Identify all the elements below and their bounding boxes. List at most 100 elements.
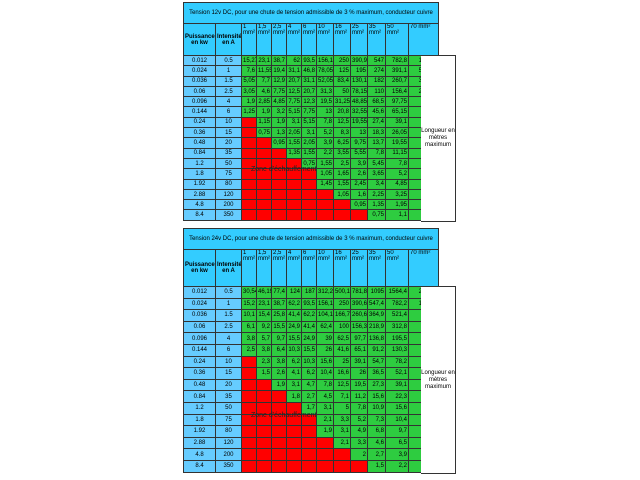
length-cell: 156,3 xyxy=(350,320,368,334)
length-cell: 1,9 xyxy=(241,96,257,108)
current-cell: 6 xyxy=(215,106,242,118)
current-cell: 0.5 xyxy=(215,54,242,67)
length-cell: 7,75 xyxy=(286,96,302,108)
length-cell: 10,4 xyxy=(316,367,334,380)
current-cell: 15 xyxy=(215,127,242,139)
heating-cell xyxy=(301,178,317,190)
length-cell: 2 xyxy=(350,448,368,461)
heating-cell xyxy=(350,209,368,221)
heating-cell xyxy=(271,188,287,201)
heating-cell xyxy=(301,425,317,438)
table-title: Tension 12v DC, pour une chute de tensio… xyxy=(183,2,439,24)
length-cell: 521,4 xyxy=(385,309,409,322)
heating-cell xyxy=(286,425,302,438)
length-cell: 24,9 xyxy=(301,332,317,345)
length-cell: 187 xyxy=(301,286,317,299)
length-cell: 2,05 xyxy=(301,137,317,149)
length-cell: 15,6 xyxy=(385,401,409,415)
power-cell: 0.06 xyxy=(183,85,216,98)
data-row: 0.0120.515,2723,138,76293,5156,1250390,9… xyxy=(183,54,439,67)
heating-cell xyxy=(256,425,272,438)
length-cell: 7,1 xyxy=(333,390,351,403)
data-row: 0.144 6 1,25 1,9 3,2 5,15 7,75 13 20,8 32,55 45,6 6… xyxy=(183,106,439,118)
current-cell: 20 xyxy=(215,137,242,149)
data-table: Tension 12v DC, pour une chute de tensio… xyxy=(183,2,439,221)
table-title: Tension 24v DC, pour une chute de tensio… xyxy=(183,228,439,250)
current-cell: 2.5 xyxy=(215,320,242,334)
power-cell: 4.8 xyxy=(183,199,216,211)
heating-cell xyxy=(316,436,334,450)
heating-cell xyxy=(256,448,272,461)
current-cell: 80 xyxy=(215,178,242,190)
current-cell: 75 xyxy=(215,168,242,180)
power-cell: 0.48 xyxy=(183,378,216,392)
length-cell: 182 xyxy=(367,75,386,87)
length-cell: 15,6 xyxy=(316,355,334,369)
length-cell: 110 xyxy=(367,85,386,98)
current-cell: 80 xyxy=(215,425,242,438)
power-cell: 1.92 xyxy=(183,425,216,438)
power-cell: 1.92 xyxy=(183,178,216,190)
section-header: 50 mm² xyxy=(385,23,409,56)
section-header: 70 mm² xyxy=(408,23,439,56)
length-cell: 3,1 xyxy=(333,425,351,438)
length-cell: 3,9 xyxy=(350,157,368,170)
title-row: Tension 12v DC, pour une chute de tensio… xyxy=(183,2,439,24)
current-cell: 50 xyxy=(215,401,242,415)
data-row: 0.24102,33,86,210,315,62539,154,778,2109… xyxy=(183,355,439,369)
length-cell: 31,25 xyxy=(333,96,351,108)
table-block: Tension 12v DC, pour une chute de tensio… xyxy=(183,2,456,222)
power-cell: 1.8 xyxy=(183,413,216,427)
heating-cell xyxy=(301,199,317,211)
length-cell: 260,6 xyxy=(350,309,368,322)
length-cell: 15,5 xyxy=(301,343,317,357)
heating-cell xyxy=(301,209,317,221)
length-cell: 782,2 xyxy=(385,297,409,311)
length-cell: 77,4 xyxy=(271,286,287,299)
power-cell: 0.024 xyxy=(183,65,216,77)
length-cell: 0,95 xyxy=(350,199,368,211)
current-cell: 4 xyxy=(215,332,242,345)
current-cell: 75 xyxy=(215,413,242,427)
length-cell: 6,2 xyxy=(301,367,317,380)
length-cell: 52,1 xyxy=(385,367,409,380)
section-header: 2,5 mm² xyxy=(271,249,287,287)
length-cell: 547 xyxy=(367,54,386,67)
heating-cell xyxy=(241,137,257,149)
length-cell: 2,5 xyxy=(241,343,257,357)
length-cell: 6,2 xyxy=(286,355,302,369)
heating-cell xyxy=(271,436,287,450)
power-cell: 1.2 xyxy=(183,157,216,170)
length-cell: 9,75 xyxy=(350,137,368,149)
length-cell: 2,2 xyxy=(385,459,409,473)
length-cell: 20,7 xyxy=(301,85,317,98)
length-cell: 3,8 xyxy=(241,332,257,345)
length-cell: 23,1 xyxy=(256,297,272,311)
length-cell: 7,8 xyxy=(385,157,409,170)
heating-cell xyxy=(256,188,272,201)
length-cell: 5,05 xyxy=(241,75,257,87)
current-cell: 120 xyxy=(215,188,242,201)
length-cell: 65,1 xyxy=(350,343,368,357)
heating-cell xyxy=(286,178,302,190)
length-cell: 4,5 xyxy=(316,390,334,403)
length-cell: 1,9 xyxy=(271,378,287,392)
length-cell: 15,5 xyxy=(286,332,302,345)
length-cell: 2,6 xyxy=(350,168,368,180)
current-cell: 350 xyxy=(215,209,242,221)
length-cell: 4,6 xyxy=(367,436,386,450)
heating-cell xyxy=(241,390,257,403)
length-cell: 364,9 xyxy=(367,309,386,322)
heating-cell xyxy=(241,188,257,201)
length-cell: 2,6 xyxy=(271,367,287,380)
length-cell: 260,7 xyxy=(385,75,409,87)
length-cell: 19,4 xyxy=(271,65,287,77)
heating-cell xyxy=(256,147,272,159)
power-cell: 0.36 xyxy=(183,127,216,139)
length-cell: 48,85 xyxy=(350,96,368,108)
length-cell: 78,15 xyxy=(350,85,368,98)
